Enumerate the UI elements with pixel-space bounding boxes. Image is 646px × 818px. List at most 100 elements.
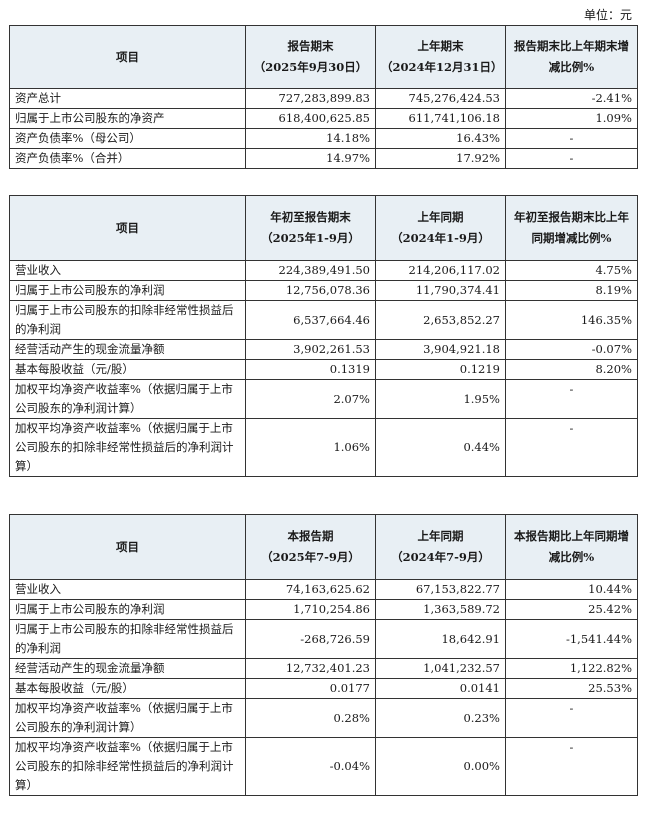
balance-indicators-table: 项目 报告期末 （2025年9月30日） 上年期末 （2024年12月31日） … [9,25,638,169]
cell-value: 0.44% [375,418,506,477]
row-label: 资产总计 [9,88,246,109]
cell-ratio: 4.75% [505,260,638,281]
table-row: 归属于上市公司股东的扣除非经常性损益后的净利润 6,537,664.46 2,6… [9,300,638,340]
table-row: 加权平均净资产收益率%（依据归属于上市公司股东的扣除非经常性损益后的净利润计算）… [9,418,638,477]
table-row: 基本每股收益（元/股） 0.0177 0.0141 25.53% [9,678,638,699]
cell-ratio: -2.41% [505,88,638,109]
cell-ratio: - [505,737,638,796]
cell-value: 727,283,899.83 [245,88,376,109]
ytd-indicators-table: 项目 年初至报告期末 （2025年1-9月） 上年同期 （2024年1-9月） … [9,195,638,477]
table-row: 加权平均净资产收益率%（依据归属于上市公司股东的扣除非经常性损益后的净利润计算）… [9,737,638,796]
row-label: 归属于上市公司股东的净利润 [9,599,246,620]
cell-value: 3,902,261.53 [245,339,376,360]
cell-ratio: 1.09% [505,108,638,129]
cell-ratio: 8.19% [505,280,638,301]
header-change-ratio: 年初至报告期末比上年同期增减比例% [505,195,638,261]
row-label: 归属于上市公司股东的净利润 [9,280,246,301]
table-row: 加权平均净资产收益率%（依据归属于上市公司股东的净利润计算） 2.07% 1.9… [9,379,638,419]
cell-ratio: - [505,418,638,477]
cell-value: -0.04% [245,737,376,796]
cell-value: -268,726.59 [245,619,376,659]
table-row: 营业收入 224,389,491.50 214,206,117.02 4.75% [9,260,638,281]
cell-ratio: 8.20% [505,359,638,380]
cell-ratio: - [505,698,638,738]
row-label: 加权平均净资产收益率%（依据归属于上市公司股东的净利润计算） [9,698,246,738]
table-row: 基本每股收益（元/股） 0.1319 0.1219 8.20% [9,359,638,380]
cell-ratio: 146.35% [505,300,638,340]
cell-value: 214,206,117.02 [375,260,506,281]
table-row: 资产负债率%（合并） 14.97% 17.92% - [9,148,638,169]
cell-value: 12,732,401.23 [245,658,376,679]
table-row: 资产总计 727,283,899.83 745,276,424.53 -2.41… [9,88,638,109]
table-header-row: 项目 报告期末 （2025年9月30日） 上年期末 （2024年12月31日） … [9,25,638,89]
table-header-row: 项目 年初至报告期末 （2025年1-9月） 上年同期 （2024年1-9月） … [9,195,638,261]
header-prior-same-period: 上年同期 （2024年7-9月） [375,514,506,580]
cell-ratio: - [505,148,638,169]
cell-value: 1,363,589.72 [375,599,506,620]
row-label: 营业收入 [9,579,246,600]
cell-ratio: 10.44% [505,579,638,600]
cell-value: 0.0141 [375,678,506,699]
cell-value: 14.97% [245,148,376,169]
row-label: 归属于上市公司股东的扣除非经常性损益后的净利润 [9,300,246,340]
cell-value: 1.95% [375,379,506,419]
cell-value: 0.1219 [375,359,506,380]
table-row: 经营活动产生的现金流量净额 3,902,261.53 3,904,921.18 … [9,339,638,360]
cell-value: 11,790,374.41 [375,280,506,301]
cell-value: 0.0177 [245,678,376,699]
cell-ratio: - [505,379,638,419]
row-label: 归属于上市公司股东的净资产 [9,108,246,129]
cell-ratio: 25.53% [505,678,638,699]
row-label: 加权平均净资产收益率%（依据归属于上市公司股东的扣除非经常性损益后的净利润计算） [9,737,246,796]
cell-ratio: - [505,128,638,149]
cell-ratio: 1,122.82% [505,658,638,679]
header-current-quarter: 本报告期 （2025年7-9月） [245,514,376,580]
table-row: 营业收入 74,163,625.62 67,153,822.77 10.44% [9,579,638,600]
table-row: 资产负债率%（母公司） 14.18% 16.43% - [9,128,638,149]
cell-value: 1,710,254.86 [245,599,376,620]
header-change-ratio: 本报告期比上年同期增减比例% [505,514,638,580]
table-header-row: 项目 本报告期 （2025年7-9月） 上年同期 （2024年7-9月） 本报告… [9,514,638,580]
cell-value: 0.23% [375,698,506,738]
row-label: 经营活动产生的现金流量净额 [9,339,246,360]
cell-value: 1,041,232.57 [375,658,506,679]
row-label: 营业收入 [9,260,246,281]
cell-value: 224,389,491.50 [245,260,376,281]
cell-value: 745,276,424.53 [375,88,506,109]
cell-value: 74,163,625.62 [245,579,376,600]
unit-label: 单位：元 [583,8,632,22]
cell-value: 618,400,625.85 [245,108,376,129]
table-row: 经营活动产生的现金流量净额 12,732,401.23 1,041,232.57… [9,658,638,679]
cell-value: 0.00% [375,737,506,796]
table-row: 归属于上市公司股东的净利润 1,710,254.86 1,363,589.72 … [9,599,638,620]
cell-value: 2,653,852.27 [375,300,506,340]
header-item: 项目 [9,514,246,580]
cell-ratio: 25.42% [505,599,638,620]
table-row: 归属于上市公司股东的净利润 12,756,078.36 11,790,374.4… [9,280,638,301]
cell-value: 12,756,078.36 [245,280,376,301]
cell-value: 16.43% [375,128,506,149]
row-label: 基本每股收益（元/股） [9,678,246,699]
row-label: 资产负债率%（母公司） [9,128,246,149]
row-label: 资产负债率%（合并） [9,148,246,169]
cell-value: 0.1319 [245,359,376,380]
header-item: 项目 [9,25,246,89]
header-period-end: 报告期末 （2025年9月30日） [245,25,376,89]
row-label: 加权平均净资产收益率%（依据归属于上市公司股东的扣除非经常性损益后的净利润计算） [9,418,246,477]
row-label: 基本每股收益（元/股） [9,359,246,380]
cell-value: 0.28% [245,698,376,738]
row-label: 加权平均净资产收益率%（依据归属于上市公司股东的净利润计算） [9,379,246,419]
header-prior-same-period: 上年同期 （2024年1-9月） [375,195,506,261]
quarter-indicators-table: 项目 本报告期 （2025年7-9月） 上年同期 （2024年7-9月） 本报告… [9,514,638,796]
row-label: 经营活动产生的现金流量净额 [9,658,246,679]
cell-ratio: -0.07% [505,339,638,360]
cell-value: 3,904,921.18 [375,339,506,360]
cell-value: 2.07% [245,379,376,419]
cell-value: 6,537,664.46 [245,300,376,340]
cell-value: 1.06% [245,418,376,477]
table-row: 归属于上市公司股东的扣除非经常性损益后的净利润 -268,726.59 18,6… [9,619,638,659]
header-item: 项目 [9,195,246,261]
table-row: 加权平均净资产收益率%（依据归属于上市公司股东的净利润计算） 0.28% 0.2… [9,698,638,738]
header-last-year-end: 上年期末 （2024年12月31日） [375,25,506,89]
row-label: 归属于上市公司股东的扣除非经常性损益后的净利润 [9,619,246,659]
